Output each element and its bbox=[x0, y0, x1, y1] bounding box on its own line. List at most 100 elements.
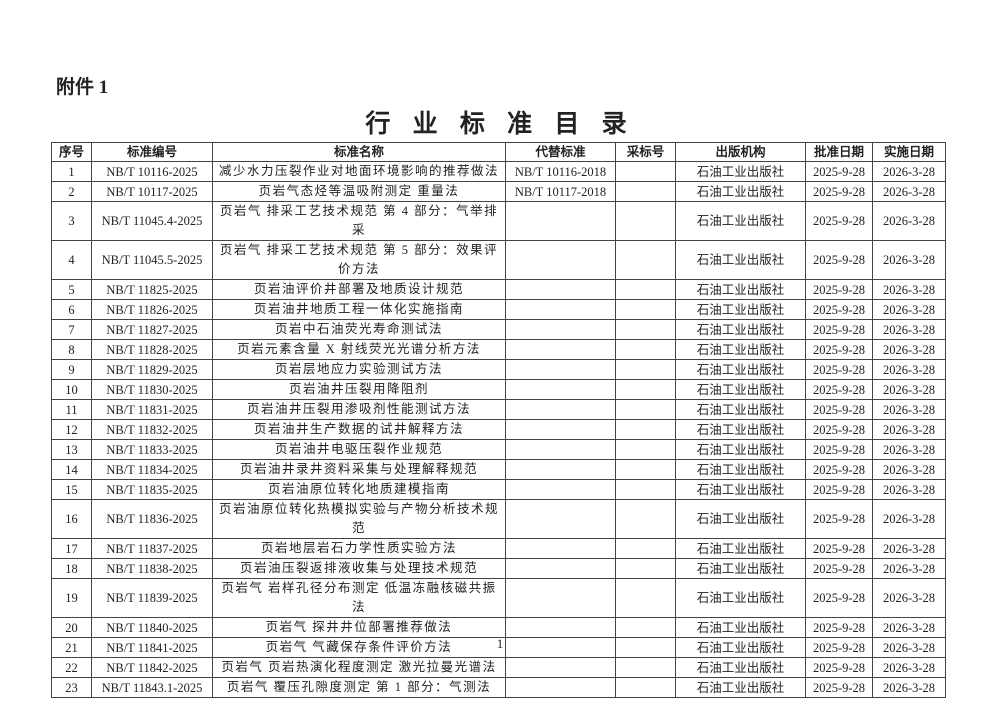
cell-seq: 10 bbox=[51, 379, 92, 400]
cell-name: 页岩地层岩石力学性质实验方法 bbox=[212, 538, 506, 559]
cell-effective-date: 2026-3-28 bbox=[872, 201, 946, 241]
table-row: 7 NB/T 11827-2025 页岩中石油荧光寿命测试法 石油工业出版社 2025-… bbox=[51, 319, 946, 340]
cell-replaces bbox=[505, 279, 616, 300]
cell-code: NB/T 11830-2025 bbox=[91, 379, 213, 400]
table-row: 18 NB/T 11838-2025 页岩油压裂返排液收集与处理技术规范 石油工业出版… bbox=[51, 558, 946, 579]
cell-publisher: 石油工业出版社 bbox=[675, 657, 806, 678]
cell-replaces bbox=[505, 240, 616, 280]
cell-name: 页岩油井压裂用降阻剂 bbox=[212, 379, 506, 400]
cell-publisher: 石油工业出版社 bbox=[675, 479, 806, 500]
cell-replaces bbox=[505, 499, 616, 539]
column-header-effective-date: 实施日期 bbox=[872, 142, 946, 162]
cell-approval-date: 2025-9-28 bbox=[805, 379, 873, 400]
cell-name: 页岩气 岩样孔径分布测定 低温冻融核磁共振法 bbox=[212, 578, 506, 618]
table-row: 16 NB/T 11836-2025 页岩油原位转化热模拟实验与产物分析技术规范 石油… bbox=[51, 499, 946, 539]
column-header-adopted: 采标号 bbox=[615, 142, 676, 162]
cell-effective-date: 2026-3-28 bbox=[872, 677, 946, 698]
cell-replaces bbox=[505, 379, 616, 400]
cell-replaces bbox=[505, 201, 616, 241]
cell-effective-date: 2026-3-28 bbox=[872, 479, 946, 500]
cell-adopted bbox=[615, 339, 676, 360]
cell-adopted bbox=[615, 419, 676, 440]
cell-adopted bbox=[615, 578, 676, 618]
cell-approval-date: 2025-9-28 bbox=[805, 538, 873, 559]
cell-replaces bbox=[505, 677, 616, 698]
cell-adopted bbox=[615, 479, 676, 500]
cell-adopted bbox=[615, 459, 676, 480]
cell-approval-date: 2025-9-28 bbox=[805, 677, 873, 698]
cell-code: NB/T 11828-2025 bbox=[91, 339, 213, 360]
cell-effective-date: 2026-3-28 bbox=[872, 299, 946, 320]
cell-publisher: 石油工业出版社 bbox=[675, 617, 806, 638]
table-row: 9 NB/T 11829-2025 页岩层地应力实验测试方法 石油工业出版社 2025-… bbox=[51, 359, 946, 380]
table-row: 22 NB/T 11842-2025 页岩气 页岩热演化程度测定 激光拉曼光谱法 石油… bbox=[51, 657, 946, 678]
cell-publisher: 石油工业出版社 bbox=[675, 240, 806, 280]
cell-code: NB/T 11843.1-2025 bbox=[91, 677, 213, 698]
column-header-publisher: 出版机构 bbox=[675, 142, 806, 162]
cell-effective-date: 2026-3-28 bbox=[872, 459, 946, 480]
cell-seq: 2 bbox=[51, 181, 92, 202]
cell-replaces: NB/T 10117-2018 bbox=[505, 181, 616, 202]
cell-code: NB/T 11825-2025 bbox=[91, 279, 213, 300]
cell-name: 页岩气 页岩热演化程度测定 激光拉曼光谱法 bbox=[212, 657, 506, 678]
table-row: 6 NB/T 11826-2025 页岩油井地质工程一体化实施指南 石油工业出版社 20… bbox=[51, 299, 946, 320]
cell-replaces bbox=[505, 359, 616, 380]
cell-effective-date: 2026-3-28 bbox=[872, 181, 946, 202]
cell-approval-date: 2025-9-28 bbox=[805, 657, 873, 678]
cell-seq: 7 bbox=[51, 319, 92, 340]
cell-code: NB/T 10116-2025 bbox=[91, 161, 213, 182]
cell-seq: 19 bbox=[51, 578, 92, 618]
cell-seq: 15 bbox=[51, 479, 92, 500]
cell-seq: 13 bbox=[51, 439, 92, 460]
cell-publisher: 石油工业出版社 bbox=[675, 637, 806, 658]
cell-code: NB/T 11839-2025 bbox=[91, 578, 213, 618]
cell-code: NB/T 11045.5-2025 bbox=[91, 240, 213, 280]
cell-effective-date: 2026-3-28 bbox=[872, 499, 946, 539]
cell-seq: 11 bbox=[51, 399, 92, 420]
cell-effective-date: 2026-3-28 bbox=[872, 578, 946, 618]
cell-adopted bbox=[615, 240, 676, 280]
cell-code: NB/T 11831-2025 bbox=[91, 399, 213, 420]
cell-approval-date: 2025-9-28 bbox=[805, 299, 873, 320]
cell-adopted bbox=[615, 379, 676, 400]
column-header-name: 标准名称 bbox=[212, 142, 506, 162]
cell-adopted bbox=[615, 201, 676, 241]
table-row: 3 NB/T 11045.4-2025 页岩气 排采工艺技术规范 第 4 部分：气举… bbox=[51, 201, 946, 241]
cell-replaces bbox=[505, 617, 616, 638]
cell-publisher: 石油工业出版社 bbox=[675, 299, 806, 320]
cell-name: 页岩油原位转化热模拟实验与产物分析技术规范 bbox=[212, 499, 506, 539]
cell-seq: 1 bbox=[51, 161, 92, 182]
cell-approval-date: 2025-9-28 bbox=[805, 499, 873, 539]
cell-name: 页岩层地应力实验测试方法 bbox=[212, 359, 506, 380]
cell-adopted bbox=[615, 499, 676, 539]
cell-code: NB/T 11842-2025 bbox=[91, 657, 213, 678]
cell-seq: 14 bbox=[51, 459, 92, 480]
cell-name: 页岩元素含量 X 射线荧光光谱分析方法 bbox=[212, 339, 506, 360]
table-row: 13 NB/T 11833-2025 页岩油井电驱压裂作业规范 石油工业出版社 2025… bbox=[51, 439, 946, 460]
cell-replaces bbox=[505, 299, 616, 320]
cell-adopted bbox=[615, 319, 676, 340]
cell-publisher: 石油工业出版社 bbox=[675, 677, 806, 698]
table-row: 15 NB/T 11835-2025 页岩油原位转化地质建模指南 石油工业出版社 202… bbox=[51, 479, 946, 500]
cell-name: 页岩油原位转化地质建模指南 bbox=[212, 479, 506, 500]
cell-publisher: 石油工业出版社 bbox=[675, 201, 806, 241]
cell-approval-date: 2025-9-28 bbox=[805, 319, 873, 340]
cell-adopted bbox=[615, 161, 676, 182]
cell-name: 页岩油井地质工程一体化实施指南 bbox=[212, 299, 506, 320]
cell-adopted bbox=[615, 538, 676, 559]
cell-effective-date: 2026-3-28 bbox=[872, 399, 946, 420]
cell-code: NB/T 11834-2025 bbox=[91, 459, 213, 480]
cell-replaces bbox=[505, 399, 616, 420]
table-row: 8 NB/T 11828-2025 页岩元素含量 X 射线荧光光谱分析方法 石油工业出… bbox=[51, 339, 946, 360]
table-row: 11 NB/T 11831-2025 页岩油井压裂用渗吸剂性能测试方法 石油工业出版社… bbox=[51, 399, 946, 420]
cell-replaces bbox=[505, 439, 616, 460]
cell-approval-date: 2025-9-28 bbox=[805, 181, 873, 202]
cell-publisher: 石油工业出版社 bbox=[675, 439, 806, 460]
cell-name: 页岩气 排采工艺技术规范 第 5 部分：效果评价方法 bbox=[212, 240, 506, 280]
cell-publisher: 石油工业出版社 bbox=[675, 379, 806, 400]
cell-adopted bbox=[615, 181, 676, 202]
cell-effective-date: 2026-3-28 bbox=[872, 379, 946, 400]
cell-name: 页岩气 探井井位部署推荐做法 bbox=[212, 617, 506, 638]
cell-replaces: NB/T 10116-2018 bbox=[505, 161, 616, 182]
column-header-approval-date: 批准日期 bbox=[805, 142, 873, 162]
